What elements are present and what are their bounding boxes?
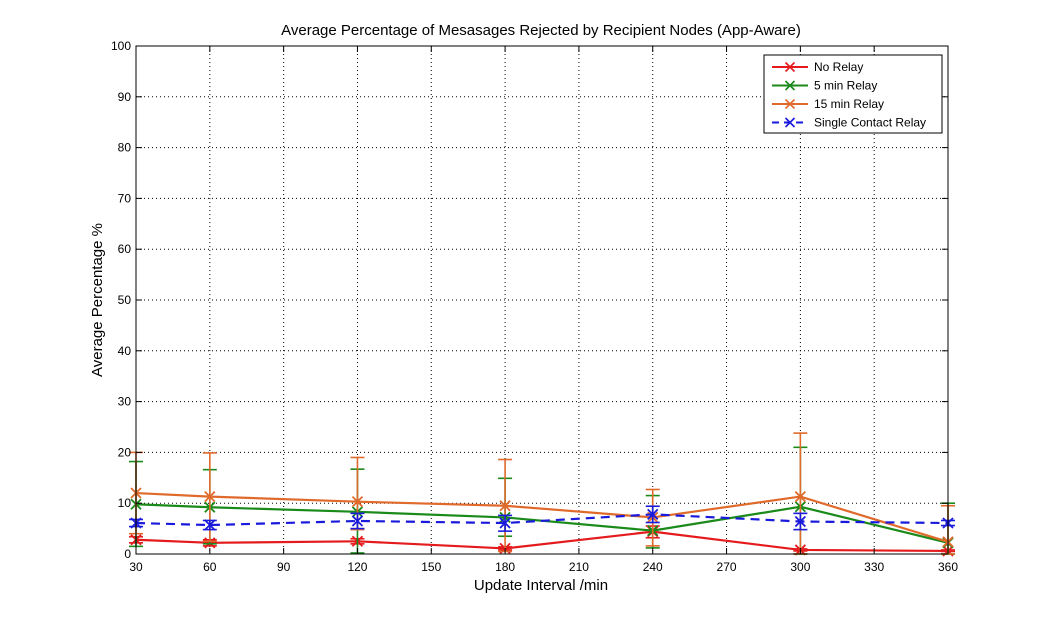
- data-point: [794, 515, 807, 528]
- x-tick-label: 180: [495, 560, 515, 574]
- x-tick-label: 60: [203, 560, 217, 574]
- legend-marker: [784, 117, 796, 128]
- y-tick-label: 60: [118, 242, 132, 256]
- legend-label: No Relay: [814, 60, 863, 74]
- legend-marker: [784, 80, 796, 91]
- legend-label: 5 min Relay: [814, 79, 877, 93]
- y-tick-label: 40: [118, 344, 132, 358]
- data-point: [794, 490, 807, 503]
- y-tick-label: 20: [118, 445, 132, 459]
- y-tick-label: 50: [118, 293, 132, 307]
- y-axis-label: Average Percentage %: [89, 223, 106, 377]
- y-tick-label: 0: [124, 547, 131, 561]
- y-tick-label: 100: [111, 39, 131, 53]
- x-tick-label: 300: [790, 560, 810, 574]
- x-tick-label: 360: [938, 560, 958, 574]
- legend-marker: [784, 61, 796, 73]
- legend-label: 15 min Relay: [814, 97, 884, 111]
- data-point: [647, 508, 659, 521]
- x-tick-label: 240: [643, 560, 663, 574]
- chart-title: Average Percentage of Mesasages Rejected…: [281, 22, 801, 39]
- x-tick-label: 120: [347, 560, 367, 574]
- legend: No Relay 5 min Relay 15 min Relay Single Co…: [763, 54, 943, 134]
- x-axis-label: Update Interval /min: [474, 577, 608, 594]
- x-tick-label: 330: [864, 560, 884, 574]
- axis-ticks: 30 60 90 120 150 180 210 240 270 300 330 360 0 10 20 30…: [111, 39, 958, 574]
- x-tick-label: 270: [717, 560, 737, 574]
- legend-label: Single Contact Relay: [814, 116, 926, 130]
- data-point: [351, 515, 364, 527]
- y-tick-label: 70: [118, 191, 132, 205]
- data-point: [499, 500, 511, 512]
- y-tick-label: 30: [118, 395, 132, 409]
- x-tick-label: 90: [277, 560, 291, 574]
- data-point: [499, 517, 511, 529]
- legend-marker: [784, 98, 796, 110]
- data-point: [204, 519, 216, 531]
- y-tick-label: 80: [118, 141, 132, 155]
- data-point: [351, 496, 364, 508]
- data-point: [204, 490, 216, 503]
- x-tick-label: 210: [569, 560, 589, 574]
- x-tick-label: 150: [421, 560, 441, 574]
- y-tick-label: 10: [118, 496, 132, 510]
- x-tick-label: 30: [129, 560, 143, 574]
- y-tick-label: 90: [118, 90, 132, 104]
